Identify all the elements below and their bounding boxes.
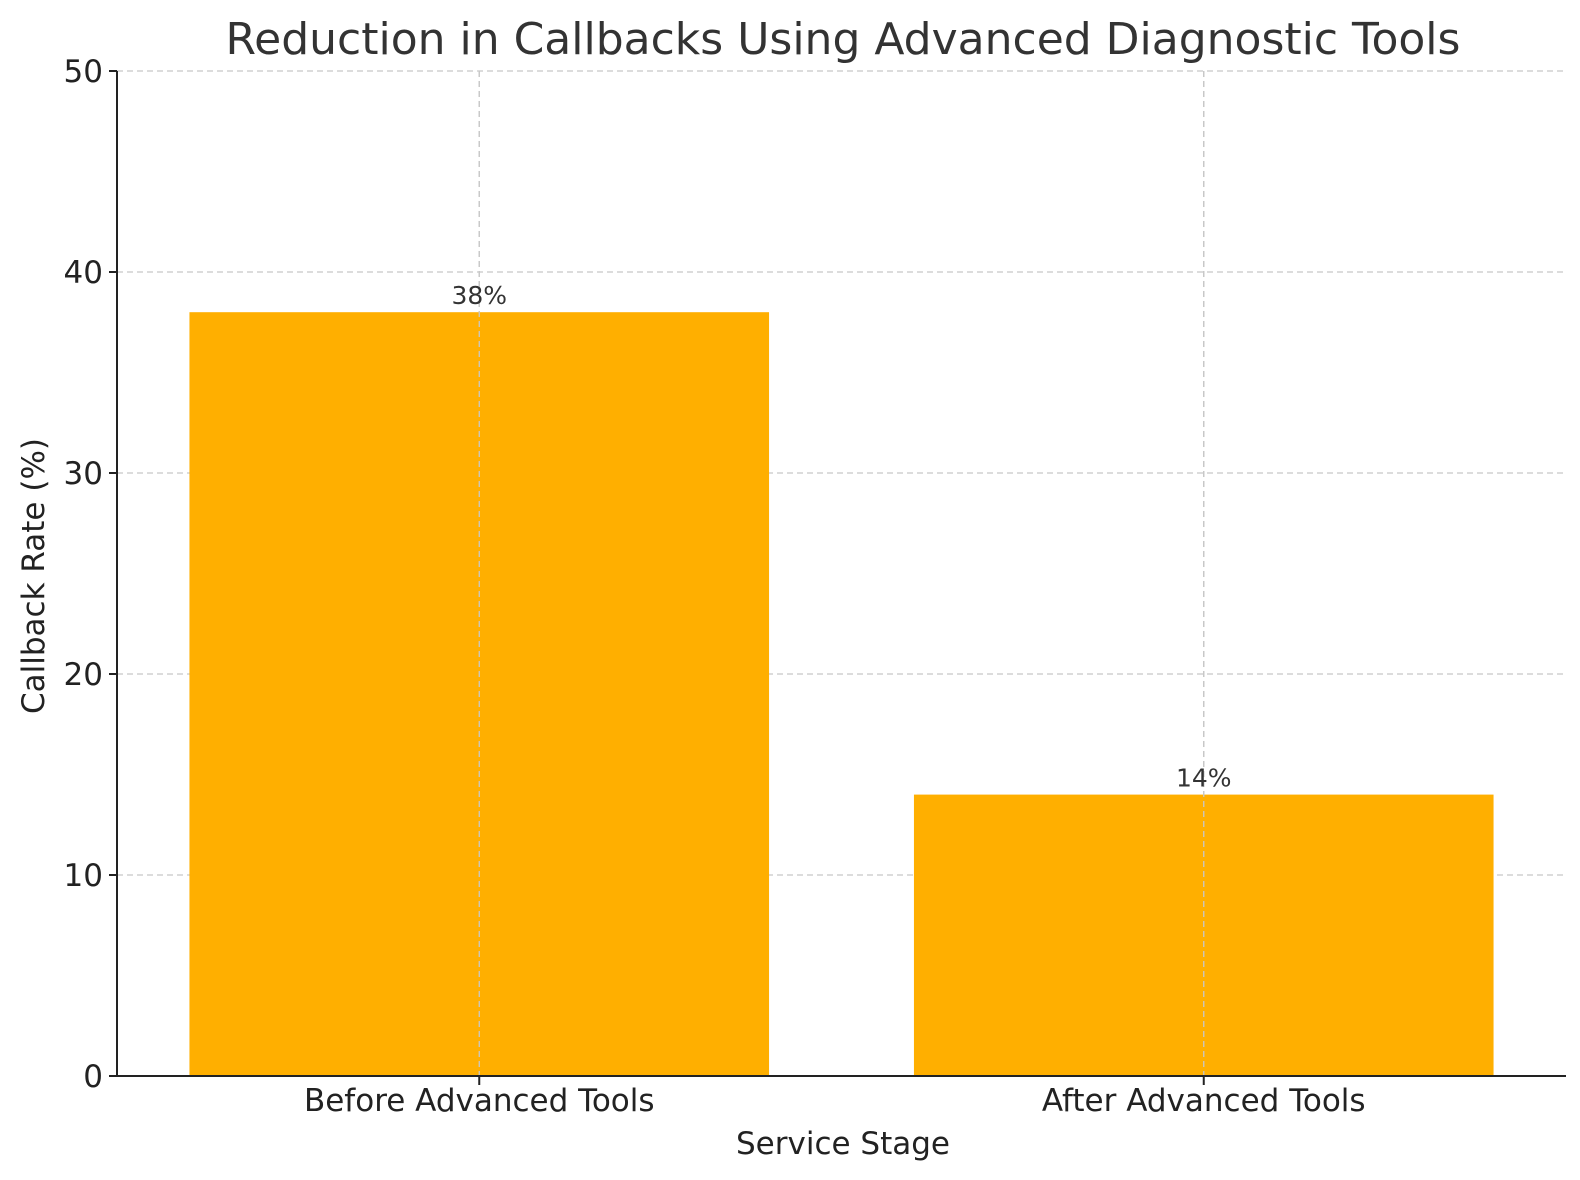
y-tick-label: 10 [64, 858, 103, 894]
y-axis-label: Callback Rate (%) [16, 438, 52, 714]
bar-value-label: 14% [1176, 764, 1232, 793]
bar-value-label: 38% [451, 281, 507, 310]
x-tick-label: Before Advanced Tools [304, 1083, 655, 1119]
y-tick-label: 30 [64, 456, 103, 492]
y-tick-label: 40 [64, 255, 103, 291]
x-tick-label: After Advanced Tools [1042, 1083, 1366, 1119]
chart-title: Reduction in Callbacks Using Advanced Di… [226, 14, 1461, 65]
bars-layer [189, 71, 1494, 1076]
axes-layer [109, 70, 1566, 1085]
y-tick-label: 50 [64, 54, 103, 90]
y-tick-label: 20 [64, 657, 103, 693]
y-tick-label: 0 [83, 1059, 103, 1095]
x-axis-label: Service Stage [736, 1126, 950, 1162]
labels-layer: 0 10 20 30 40 50 38% 14% Before Advanced Tools Af… [64, 54, 1366, 1119]
